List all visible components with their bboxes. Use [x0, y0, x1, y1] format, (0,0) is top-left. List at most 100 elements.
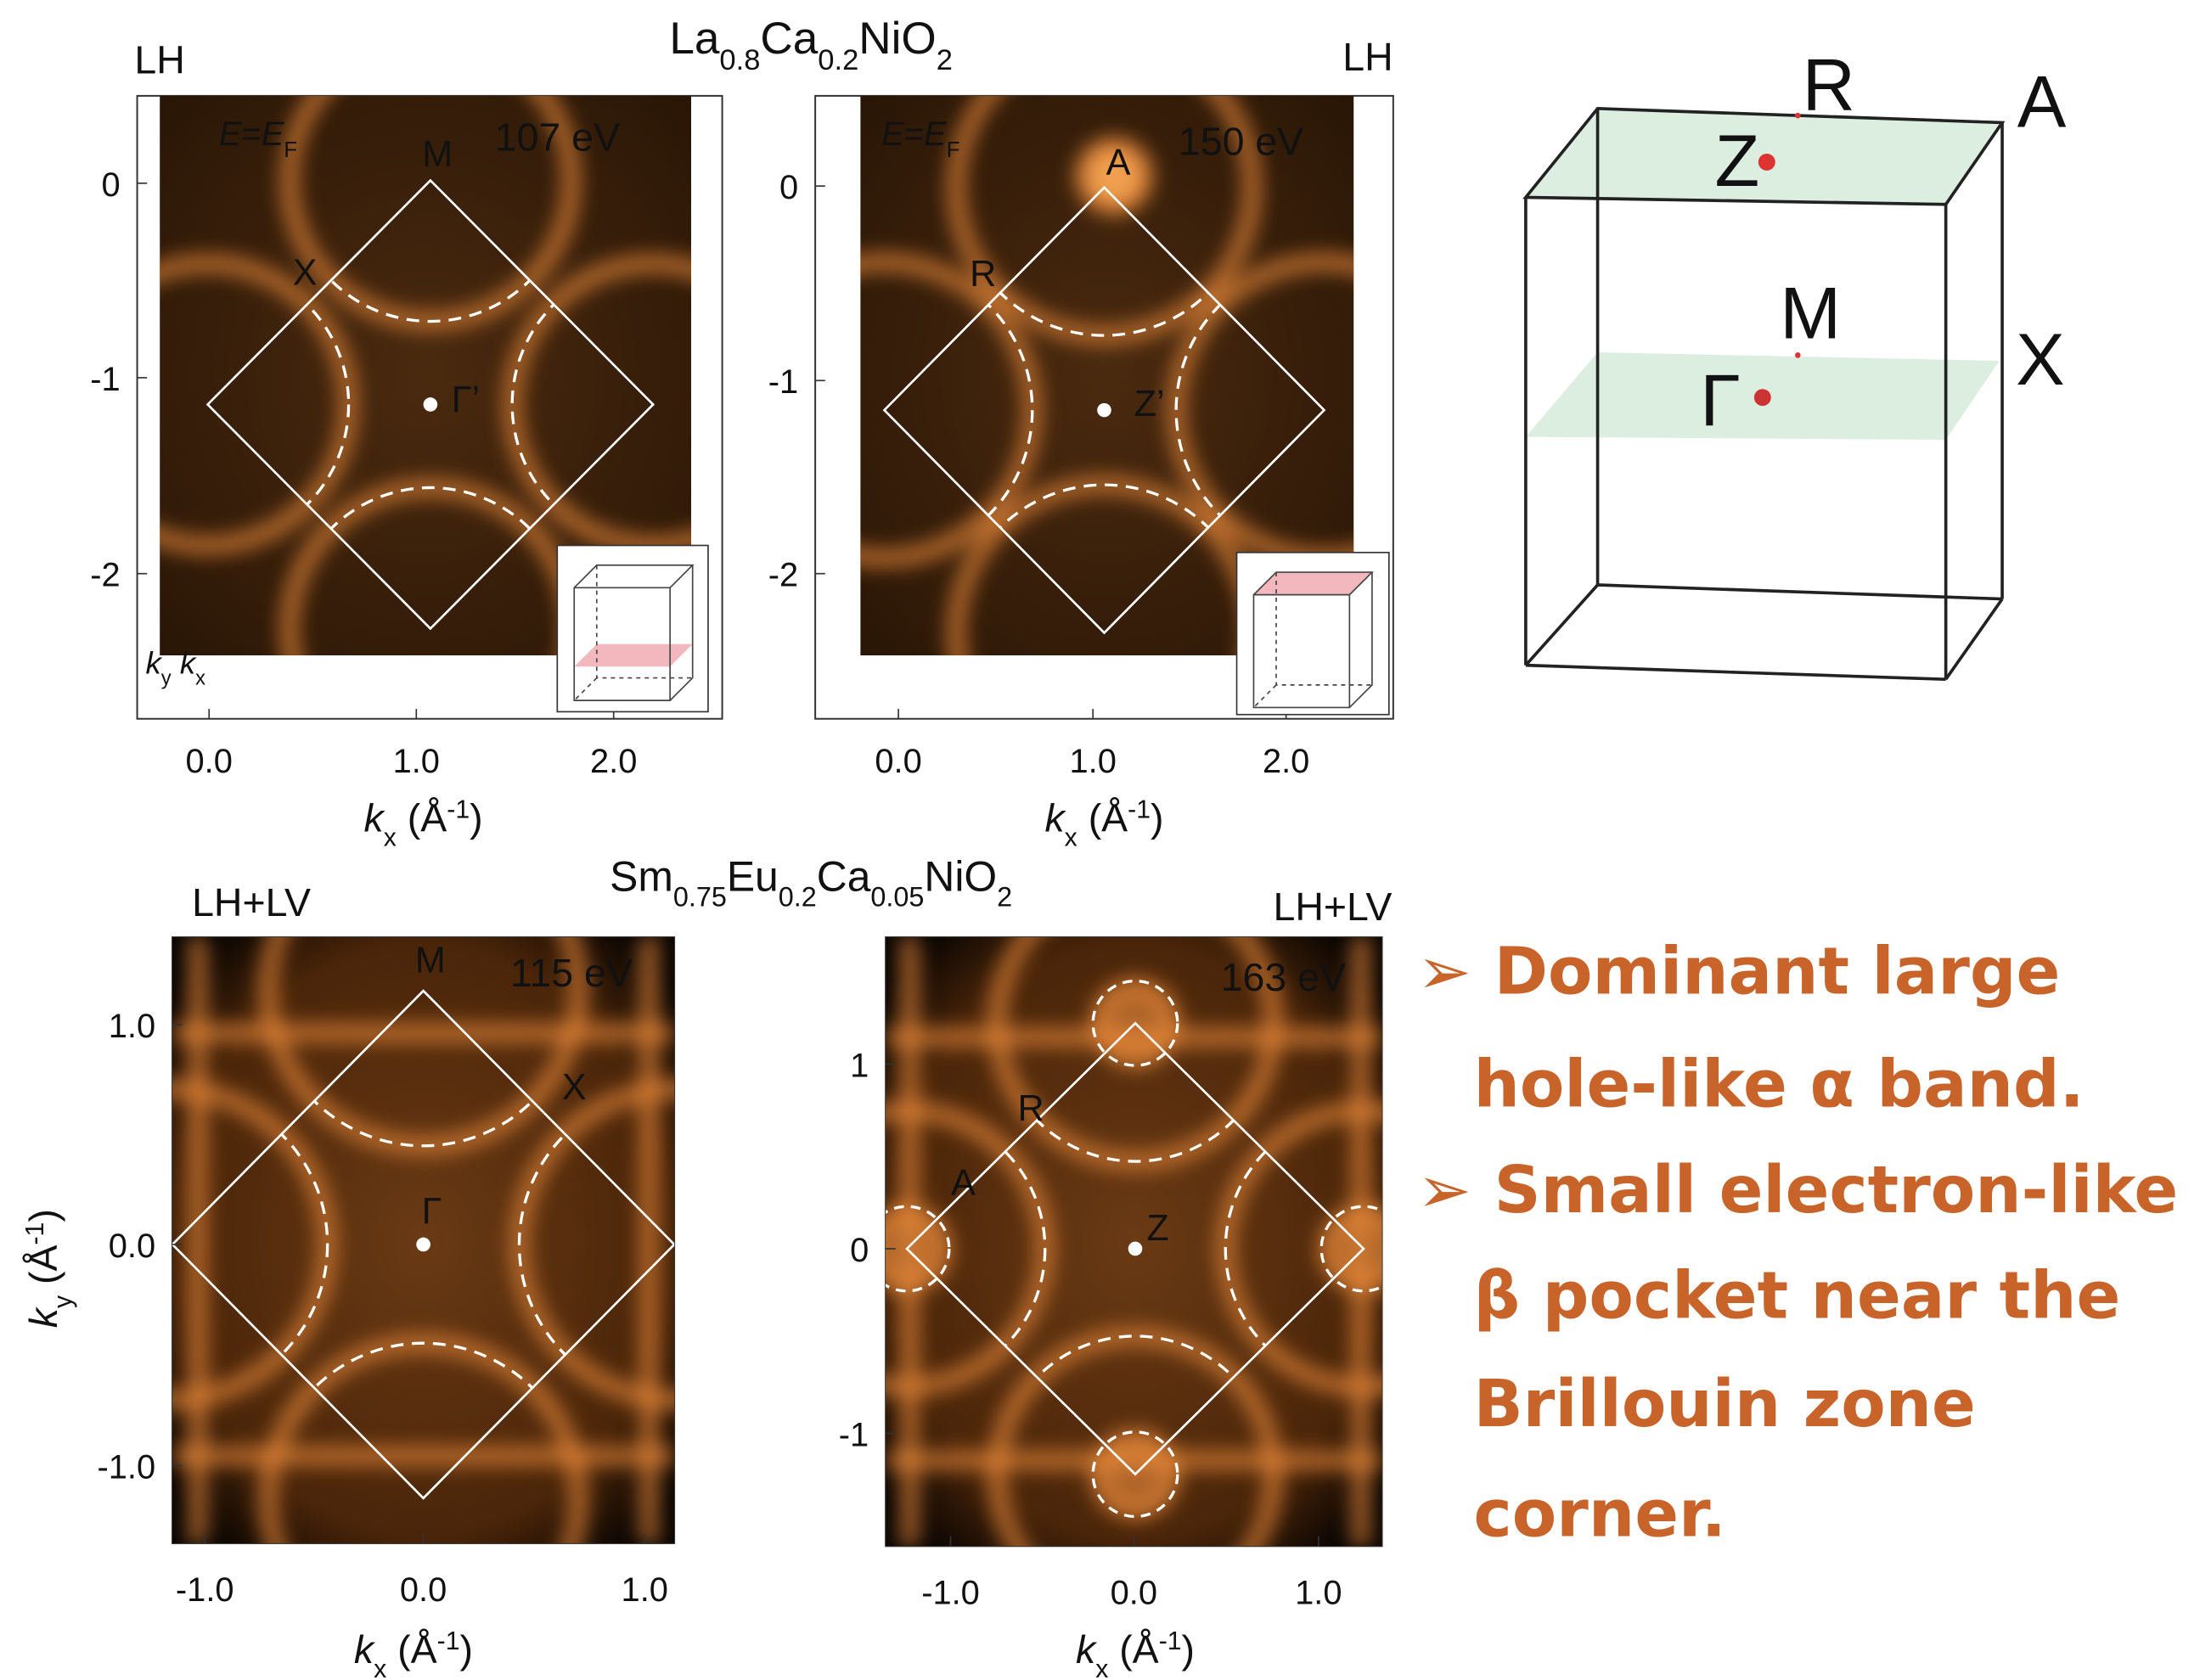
pocket-contour — [1091, 1430, 1179, 1519]
corner-axes: ky kx — [146, 646, 206, 690]
inset-plane — [574, 643, 693, 667]
x-axis-label: kx (Å-1) — [354, 1627, 473, 1680]
y-tick-label: -2 — [90, 557, 120, 594]
k-point-label: A — [951, 1163, 976, 1204]
x-tick-label: -1.0 — [921, 1574, 980, 1611]
photon-energy: 150 eV — [1179, 120, 1303, 164]
intensity-map — [886, 937, 1382, 1547]
center-point — [1097, 402, 1111, 418]
x-tick-label: 1.0 — [393, 743, 440, 780]
text-part: Eu — [727, 852, 779, 900]
inset-frame — [556, 544, 709, 713]
bullet-line: β pocket near the — [1473, 1258, 2120, 1334]
bullet-line: ➢ Dominant large — [1417, 934, 2060, 1009]
x-tick-label: 2.0 — [1263, 743, 1309, 780]
x-tick-label: -1.0 — [176, 1571, 234, 1609]
x-tick-label: 0.0 — [186, 743, 233, 780]
text-part: Sm — [610, 852, 673, 900]
k-point-label: R — [970, 254, 996, 295]
text-part: 0.75 — [673, 881, 727, 912]
text-part: 2 — [937, 44, 953, 76]
bz-label: A — [2017, 61, 2067, 143]
text-part: x — [384, 823, 397, 851]
bz-boundary — [882, 185, 1326, 635]
photon-energy: 163 eV — [1221, 955, 1346, 999]
text-part: (Å — [397, 796, 447, 840]
bands — [886, 937, 1382, 1547]
center-point — [423, 397, 438, 412]
contour — [995, 1023, 1275, 1163]
center-point — [1128, 1241, 1143, 1256]
text-part: NiO — [924, 852, 997, 900]
x-tick-label: 1.0 — [1295, 1574, 1342, 1611]
inset-cube — [573, 564, 695, 701]
y-tick-label: 1.0 — [109, 1008, 155, 1045]
x-tick-label: 1.0 — [1070, 743, 1117, 780]
text-part: E — [881, 115, 904, 153]
text-part: k — [364, 796, 386, 840]
k-point-label: X — [293, 252, 318, 293]
text-part: y — [161, 668, 172, 690]
pocket-contour — [1091, 979, 1179, 1067]
band-glow — [948, 95, 1261, 345]
y-tick-label: -1.0 — [98, 1449, 156, 1486]
y-tick-label: -1 — [839, 1416, 869, 1453]
fermi-contours — [907, 1023, 1364, 1475]
contour — [517, 1087, 675, 1402]
text-part: k — [354, 1627, 376, 1672]
contour — [207, 261, 351, 548]
x-tick-label: 0.0 — [875, 743, 921, 780]
text-part: F — [947, 138, 960, 162]
k-point-label: Z — [1146, 1208, 1168, 1249]
bz-label: R — [1803, 44, 1855, 126]
text-part: (Å — [386, 1627, 436, 1672]
text-part: 0.8 — [719, 44, 760, 76]
k-point-label: Z’ — [1134, 384, 1165, 424]
text-part: x — [195, 668, 205, 690]
section-title: Sm0.75Eu0.2Ca0.05NiO2 — [610, 852, 1012, 912]
text-part: ) — [21, 1209, 65, 1222]
text-part: F — [284, 138, 297, 162]
text-part: x — [1095, 1655, 1108, 1680]
fermi-contours — [172, 991, 675, 1498]
text-part: ) — [1182, 1627, 1195, 1672]
inset-hidden — [573, 565, 693, 701]
fermi-contours — [884, 187, 1325, 633]
text-part: Ca — [760, 14, 818, 64]
y-axis-label: ky (Å-1) — [20, 1209, 76, 1328]
text-part: k — [1044, 796, 1066, 840]
bz-diagram — [1522, 106, 2006, 682]
text-part: ) — [1151, 796, 1163, 840]
text-part: y — [48, 1295, 76, 1308]
text-part: E — [262, 115, 284, 153]
contour — [907, 1109, 1047, 1389]
pocket-contour — [886, 1205, 951, 1293]
photon-energy: 107 eV — [495, 115, 620, 160]
text-part: ) — [470, 796, 482, 840]
arpes-panel: 150 eVE=EF ARZ’0-1-20.0 1.0 2.0kx (Å-1) — [768, 94, 1394, 851]
text-part: NiO — [858, 14, 936, 64]
text-part: E — [219, 115, 242, 153]
k-point-label: R — [1018, 1088, 1044, 1129]
text-part: -1 — [437, 1627, 460, 1655]
bz-boundary — [205, 178, 655, 631]
text-part: 0.05 — [870, 881, 924, 912]
polarization: LH+LV — [1273, 885, 1392, 929]
x-axis-label: kx (Å-1) — [1044, 795, 1163, 851]
arpes-panel: 107 eVE=EF MXΓ’0-1-20.0 1.0 2.0kx (Å-1)ky k… — [90, 94, 723, 851]
inset-plane — [1253, 572, 1372, 595]
k-point-label: Γ — [422, 1191, 442, 1232]
text-part: x — [1065, 823, 1077, 851]
center-point — [416, 1237, 430, 1252]
contour — [172, 1087, 329, 1402]
y-tick-label: 0 — [779, 169, 798, 206]
pocket-glow — [886, 1203, 953, 1295]
bullet-line: ➢ Small electron-like — [1417, 1153, 2178, 1228]
polarization: LH+LV — [192, 880, 311, 924]
text-part: (Å — [21, 1245, 65, 1295]
y-tick-label: 0 — [101, 166, 120, 204]
y-tick-label: 1 — [850, 1047, 869, 1084]
text-part: k — [180, 646, 197, 681]
